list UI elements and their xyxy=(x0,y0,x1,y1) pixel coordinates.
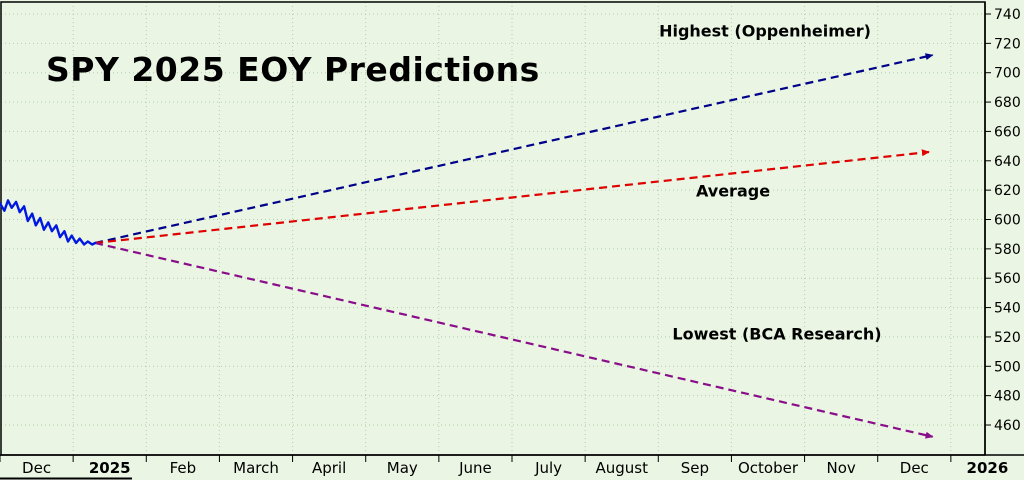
x-tick-label: Dec xyxy=(900,459,929,477)
x-tick-label: Sep xyxy=(681,459,709,477)
y-axis: 740 720 700 680 660 640 620 600 580 560 540 520 500 4… xyxy=(984,2,1021,455)
x-tick-label: 2025 xyxy=(89,459,131,477)
x-tick-label: June xyxy=(458,459,492,477)
projection-line-lowest xyxy=(94,241,934,439)
x-axis: Dec 2025 Feb March April May June July August Sep… xyxy=(0,454,1024,480)
x-tick-label: May xyxy=(387,459,418,477)
annotation-lowest-label: Lowest (BCA Research) xyxy=(672,324,882,344)
x-tick-label: Nov xyxy=(827,459,856,477)
y-tick-label: 460 xyxy=(994,418,1021,434)
y-tick-label: 720 xyxy=(994,36,1021,52)
y-tick-label: 660 xyxy=(994,124,1021,140)
x-tick-label: August xyxy=(595,459,648,477)
y-tick-label: 620 xyxy=(994,183,1021,199)
y-tick-label: 700 xyxy=(994,66,1021,82)
y-tick-label: 540 xyxy=(994,301,1021,317)
x-tick-label: Dec xyxy=(22,459,51,477)
annotation-highest-label: Highest (Oppenheimer) xyxy=(659,21,871,41)
chart-title: SPY 2025 EOY Predictions xyxy=(46,50,540,89)
x-tick-label: 2026 xyxy=(967,459,1009,477)
x-tick-label: March xyxy=(233,459,279,477)
x-tick-label: July xyxy=(534,459,562,477)
y-tick-label: 580 xyxy=(994,242,1021,258)
y-tick-label: 640 xyxy=(994,154,1021,170)
x-tick-label: October xyxy=(738,459,799,477)
y-tick-label: 680 xyxy=(994,95,1021,111)
x-tick-label: April xyxy=(312,459,346,477)
projection-line-average xyxy=(94,149,930,245)
price-line xyxy=(0,199,97,246)
gridlines xyxy=(1,2,985,455)
y-tick-label: 480 xyxy=(994,389,1021,405)
projection-line-highest xyxy=(94,53,934,245)
y-tick-label: 500 xyxy=(994,359,1021,375)
y-tick-label: 600 xyxy=(994,213,1021,229)
y-tick-label: 740 xyxy=(994,7,1021,23)
x-tick-label: Feb xyxy=(170,459,197,477)
y-tick-label: 560 xyxy=(994,271,1021,287)
annotation-average-label: Average xyxy=(695,181,771,201)
y-tick-label: 520 xyxy=(994,330,1021,346)
